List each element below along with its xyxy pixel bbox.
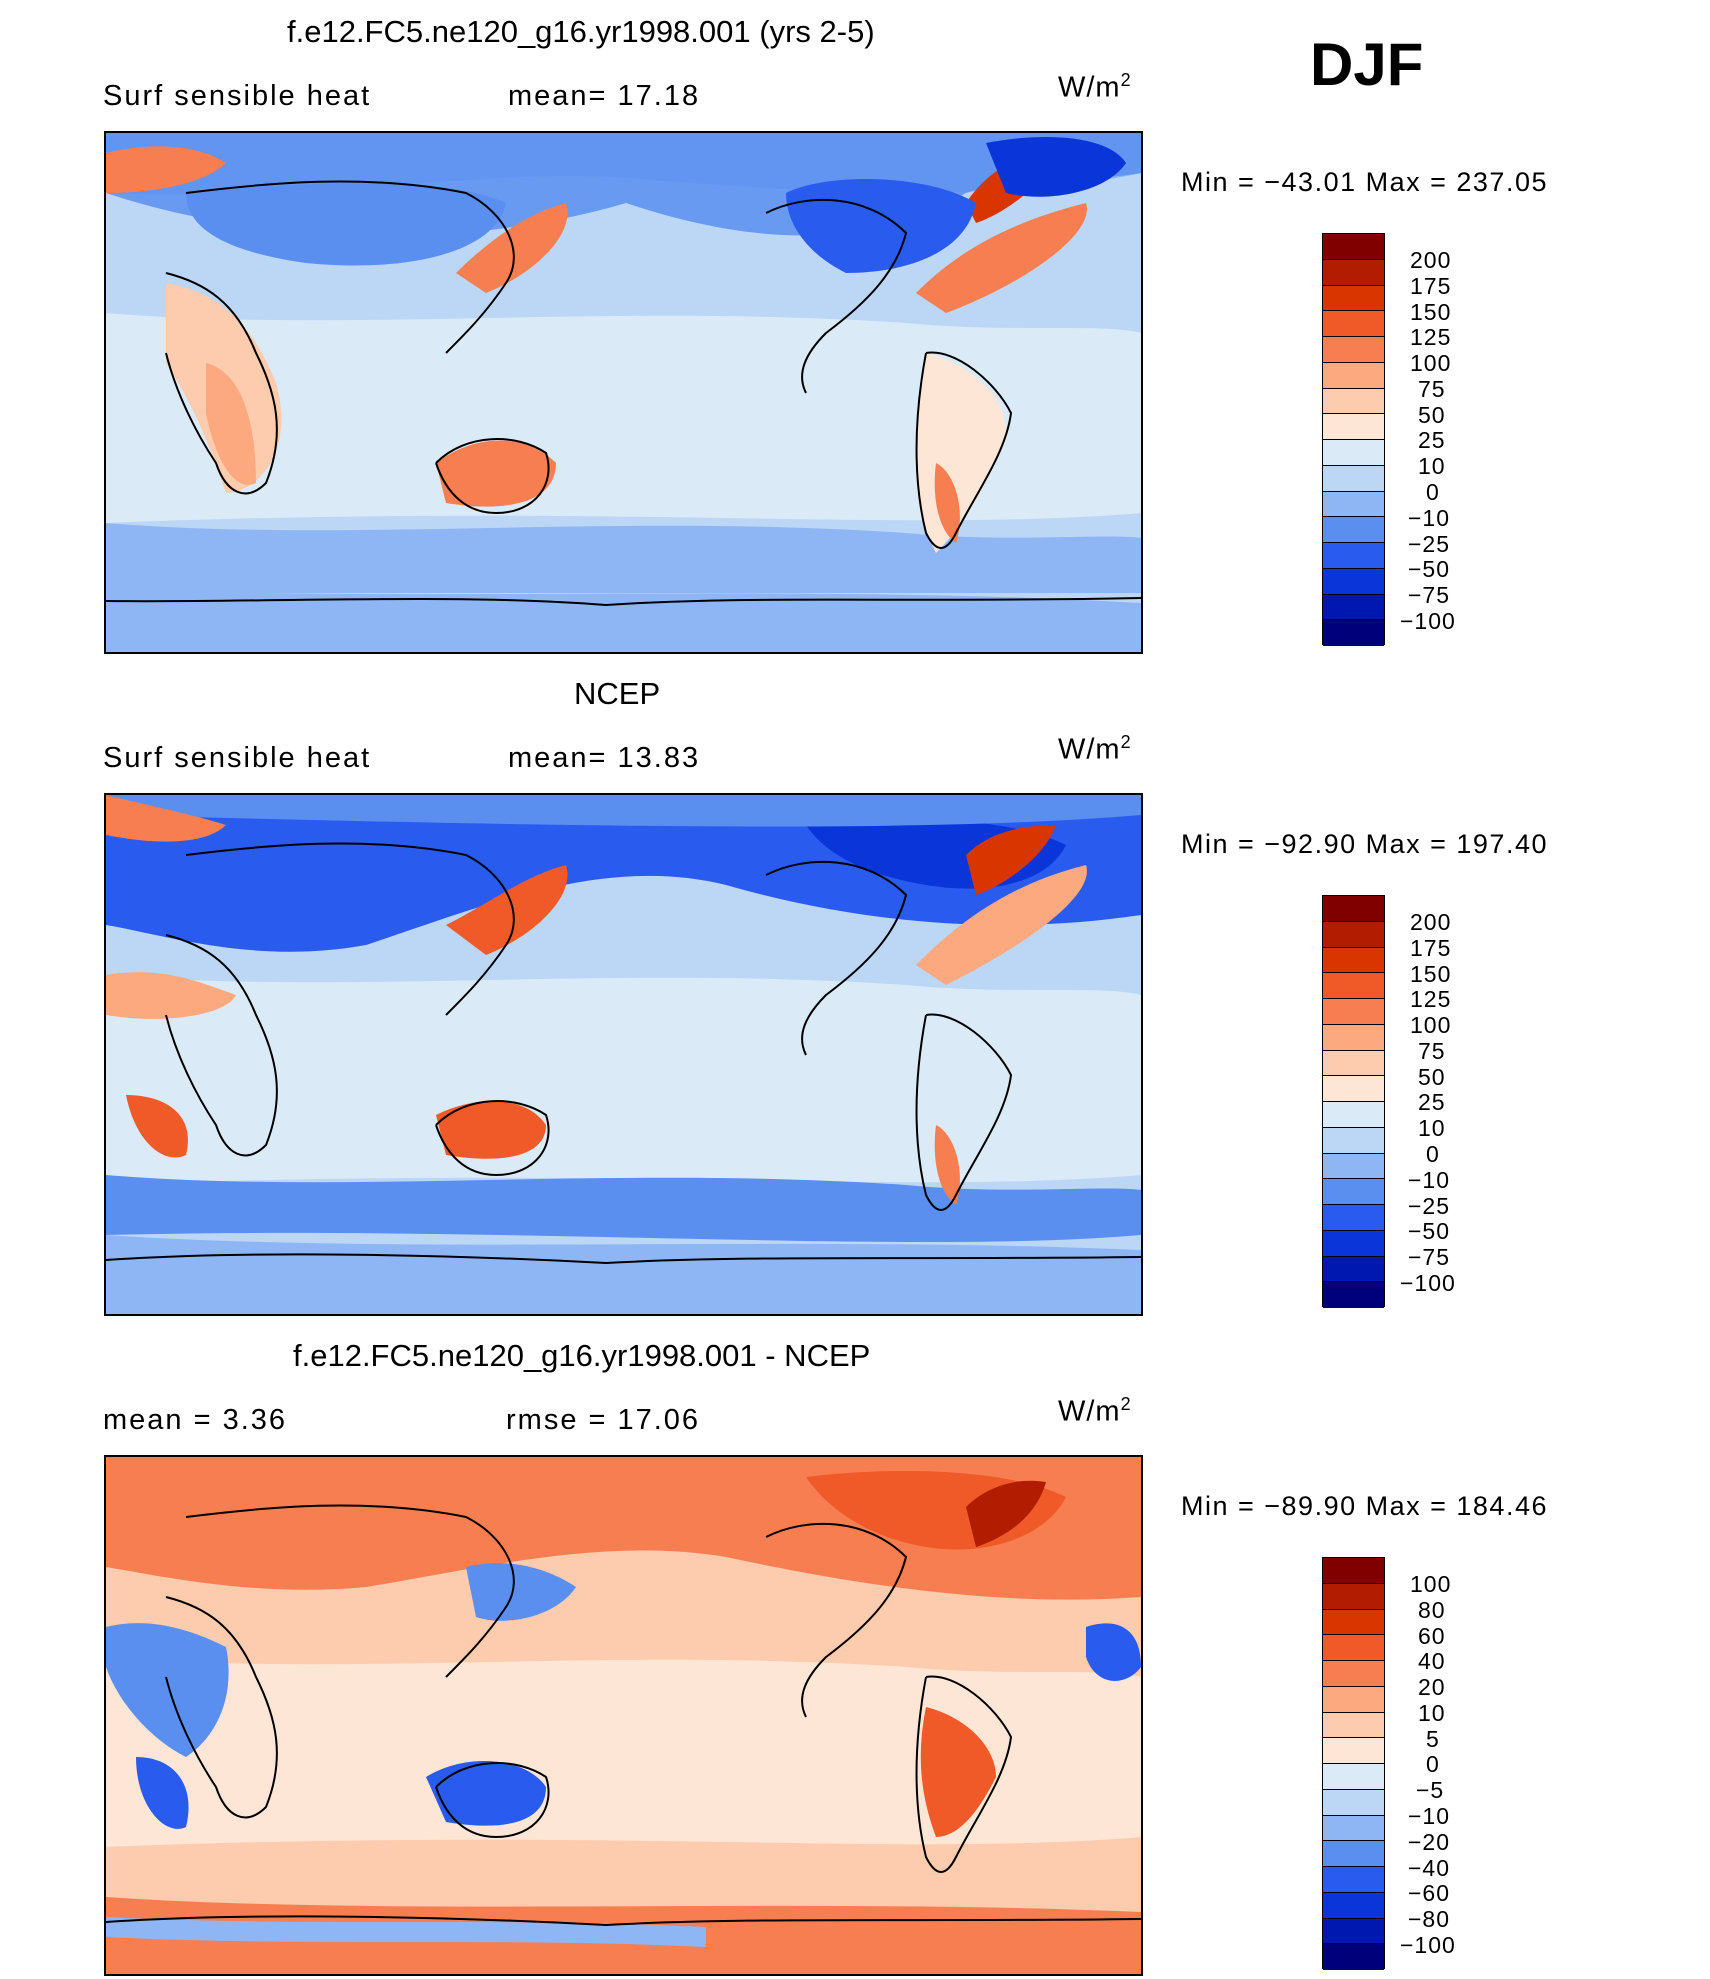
panel-1-colorbar [1322,233,1385,646]
panel-3-colorbar-label: 60 [1418,1623,1446,1649]
panel-2-colorbar-label: −100 [1400,1270,1456,1296]
panel-1-colorbar-label: −25 [1408,531,1451,557]
panel-3-colorbar-label: −5 [1416,1777,1445,1803]
panel-2-colorbar-label: 10 [1418,1115,1446,1141]
panel-1-colorbar-label: 75 [1418,376,1446,402]
panel-2-title: NCEP [574,676,661,711]
panel-2-colorbar-label: 125 [1410,986,1452,1012]
panel-2-colorbar-label: 75 [1418,1038,1446,1064]
panel-2-map [104,793,1143,1316]
panel-1-colorbar-label: −100 [1400,608,1456,634]
panel-1-colorbar-label: 175 [1410,273,1452,299]
panel-2-colorbar-label: 150 [1410,961,1452,987]
panel-1-colorbar-label: 50 [1418,402,1446,428]
panel-2-colorbar-label: 175 [1410,935,1452,961]
panel-2-colorbar-label: −50 [1408,1218,1451,1244]
panel-2-colorbar-label: −75 [1408,1244,1451,1270]
panel-1-units: W/m2 [1058,70,1132,104]
panel-1-colorbar-label: 100 [1410,350,1452,376]
panel-2-colorbar-label: 25 [1418,1089,1446,1115]
panel-3-colorbar-label: −100 [1400,1932,1456,1958]
panel-3-colorbar-label: 0 [1426,1751,1440,1777]
panel-2-variable-label: Surf sensible heat [103,742,372,774]
panel-1-colorbar-label: 125 [1410,324,1452,350]
panel-2-colorbar-label: 50 [1418,1064,1446,1090]
panel-3-minmax: Min = −89.90 Max = 184.46 [1181,1491,1548,1521]
panel-3-colorbar-label: 20 [1418,1674,1446,1700]
panel-2-colorbar [1322,895,1385,1308]
panel-1-title: f.e12.FC5.ne120_g16.yr1998.001 (yrs 2-5) [287,14,875,49]
season-label: DJF [1310,31,1424,98]
panel-1-mean-label: mean= 17.18 [508,80,701,112]
panel-1-colorbar-label: −50 [1408,556,1451,582]
panel-3-colorbar-label: 100 [1410,1571,1452,1597]
panel-1-colorbar-label: 0 [1426,479,1440,505]
panel-1-variable-label: Surf sensible heat [103,80,372,112]
panel-3-colorbar-label: −40 [1408,1855,1451,1881]
panel-1-colorbar-label: −10 [1408,505,1451,531]
panel-2-colorbar-label: 100 [1410,1012,1452,1038]
panel-3-colorbar-label: −20 [1408,1829,1451,1855]
panel-2-minmax: Min = −92.90 Max = 197.40 [1181,829,1548,859]
panel-1-minmax: Min = −43.01 Max = 237.05 [1181,167,1548,197]
panel-3-colorbar [1322,1557,1385,1970]
panel-3-colorbar-label: 40 [1418,1648,1446,1674]
panel-1-colorbar-label: 25 [1418,427,1446,453]
panel-3-map [104,1455,1143,1976]
panel-3-colorbar-label: 10 [1418,1700,1446,1726]
panel-1-colorbar-label: 10 [1418,453,1446,479]
panel-2-colorbar-label: 0 [1426,1141,1440,1167]
panel-3-colorbar-label: −80 [1408,1906,1451,1932]
panel-2-mean-label: mean= 13.83 [508,742,701,774]
panel-2-colorbar-label: 200 [1410,909,1452,935]
panel-1-colorbar-label: −75 [1408,582,1451,608]
panel-2-units: W/m2 [1058,732,1132,766]
panel-1-colorbar-label: 150 [1410,299,1452,325]
panel-3-mean-label: mean = 3.36 [103,1404,288,1436]
panel-3-rmse-label: rmse = 17.06 [506,1404,701,1436]
panel-1-colorbar-label: 200 [1410,247,1452,273]
panel-3-colorbar-label: −60 [1408,1880,1451,1906]
panel-3-colorbar-label: 5 [1426,1726,1440,1752]
panel-1-map [104,131,1143,654]
panel-3-colorbar-label: 80 [1418,1597,1446,1623]
panel-3-units: W/m2 [1058,1394,1132,1428]
panel-2-colorbar-label: −25 [1408,1193,1451,1219]
panel-3-colorbar-label: −10 [1408,1803,1451,1829]
panel-2-colorbar-label: −10 [1408,1167,1451,1193]
panel-3-title: f.e12.FC5.ne120_g16.yr1998.001 - NCEP [293,1338,871,1373]
